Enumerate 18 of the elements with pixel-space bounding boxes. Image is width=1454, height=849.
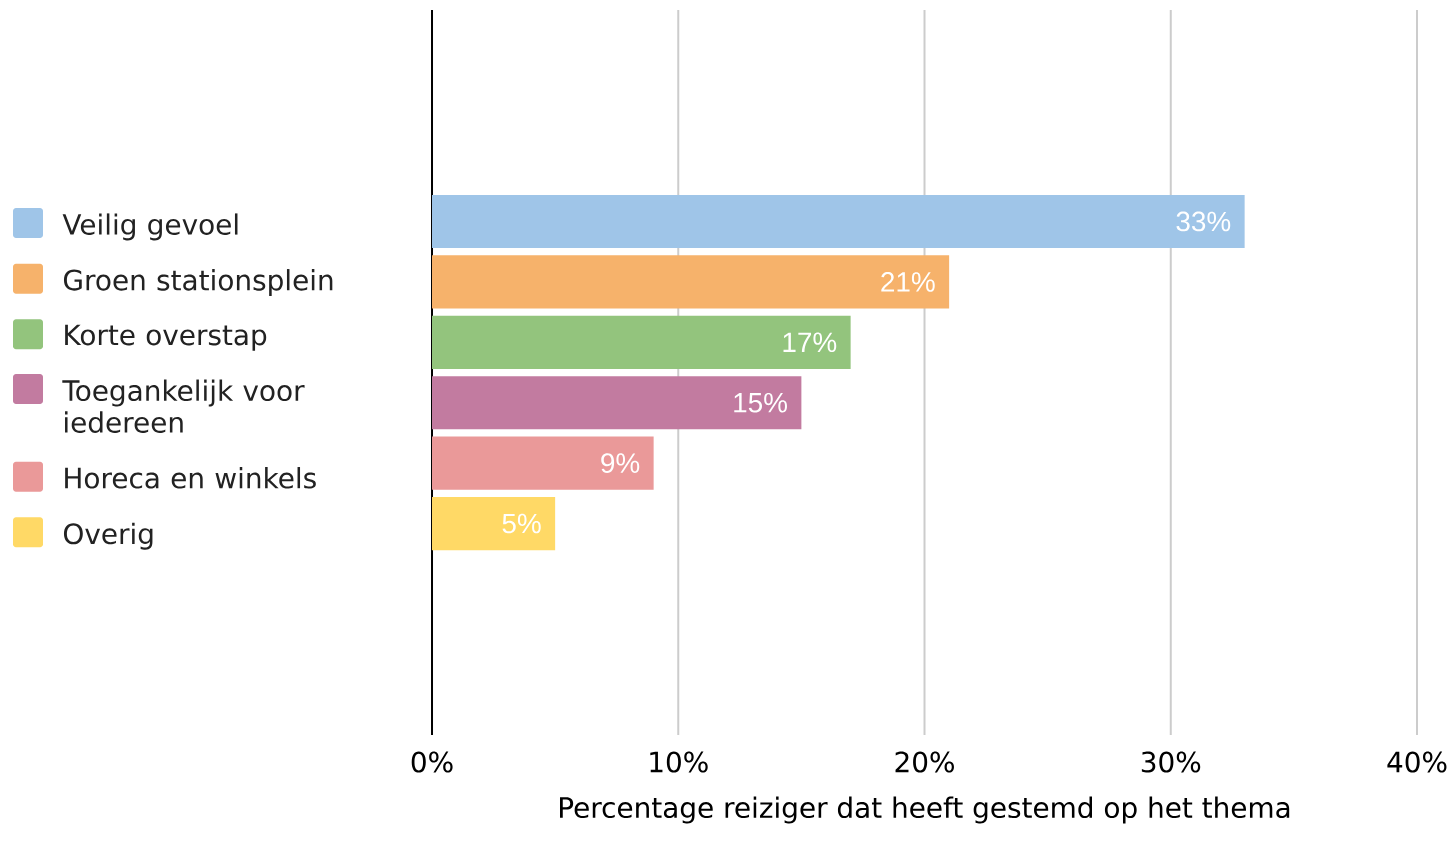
- x-tick-label: 0%: [411, 751, 453, 773]
- data-label: 15%: [734, 392, 787, 413]
- data-label: 17%: [783, 332, 837, 353]
- legend-label: Korte overstap: [65, 324, 267, 351]
- legend-label: Veilig gevoel: [62, 213, 238, 241]
- x-tick-label: 20%: [895, 751, 954, 773]
- legend-label: Groen stationsplein: [63, 269, 333, 297]
- legend-label: Overig: [63, 522, 153, 550]
- legend-label: Horeca en winkels: [65, 467, 316, 489]
- legend-label: Toegankelijk voor iedereen: [62, 379, 305, 433]
- data-label: 33%: [1176, 211, 1231, 232]
- x-tick-label: 40%: [1387, 751, 1447, 773]
- data-label: 5%: [502, 513, 541, 534]
- x-axis-title: Percentage reiziger dat heeft gestemd op het thema: [560, 796, 1290, 824]
- x-tick-label: 10%: [650, 751, 708, 773]
- data-label: 21%: [881, 272, 935, 292]
- x-tick-label: 30%: [1141, 751, 1201, 773]
- data-label: 9%: [601, 453, 640, 474]
